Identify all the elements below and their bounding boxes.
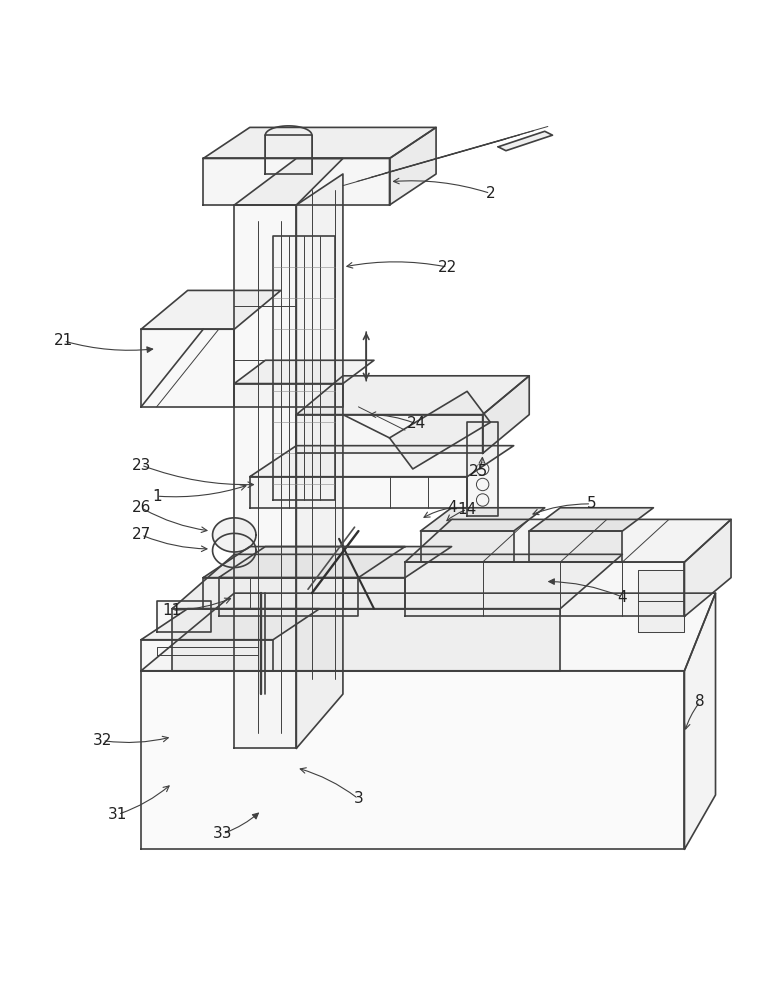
Text: 22: 22 [438, 260, 457, 275]
Polygon shape [141, 290, 280, 329]
Text: 32: 32 [93, 733, 112, 748]
Polygon shape [421, 531, 513, 562]
Text: 11: 11 [163, 603, 182, 618]
Text: 25: 25 [469, 464, 488, 479]
Polygon shape [234, 360, 374, 384]
Polygon shape [234, 384, 343, 407]
Polygon shape [405, 562, 685, 616]
Polygon shape [296, 415, 483, 453]
Polygon shape [421, 508, 545, 531]
Text: 3: 3 [354, 791, 363, 806]
Polygon shape [685, 593, 716, 849]
Polygon shape [219, 578, 358, 616]
Polygon shape [157, 601, 211, 632]
Polygon shape [203, 578, 405, 609]
Polygon shape [499, 131, 552, 151]
Polygon shape [141, 329, 234, 407]
Polygon shape [172, 609, 560, 671]
Polygon shape [467, 422, 499, 516]
Polygon shape [203, 127, 436, 158]
Polygon shape [172, 554, 622, 609]
Text: 8: 8 [695, 694, 705, 709]
Text: 23: 23 [132, 458, 151, 473]
Polygon shape [203, 547, 452, 578]
Polygon shape [141, 593, 716, 671]
Polygon shape [219, 547, 405, 578]
Text: 21: 21 [54, 333, 73, 348]
Polygon shape [390, 127, 436, 205]
Polygon shape [141, 640, 273, 671]
Polygon shape [213, 518, 256, 552]
Text: 31: 31 [108, 807, 128, 822]
Polygon shape [273, 236, 335, 500]
Text: 4: 4 [618, 590, 627, 605]
Text: 2: 2 [485, 186, 495, 201]
Polygon shape [296, 174, 343, 748]
Polygon shape [234, 205, 296, 748]
Polygon shape [141, 671, 685, 849]
Text: 27: 27 [132, 527, 150, 542]
Polygon shape [390, 391, 491, 469]
Text: 33: 33 [213, 826, 232, 841]
Polygon shape [529, 531, 622, 562]
Polygon shape [296, 376, 529, 415]
Text: 26: 26 [132, 500, 151, 515]
Polygon shape [250, 446, 513, 477]
Polygon shape [685, 519, 731, 616]
Polygon shape [529, 508, 654, 531]
Text: 1: 1 [152, 489, 161, 504]
Polygon shape [483, 376, 529, 453]
Polygon shape [638, 570, 685, 601]
Text: 14: 14 [457, 502, 477, 517]
Polygon shape [203, 158, 390, 205]
Text: 4: 4 [447, 500, 456, 515]
Polygon shape [638, 601, 685, 632]
Polygon shape [141, 609, 319, 640]
Polygon shape [234, 158, 343, 205]
Polygon shape [405, 519, 731, 562]
Polygon shape [250, 477, 467, 508]
Text: 5: 5 [587, 496, 596, 511]
Text: 24: 24 [407, 416, 426, 431]
